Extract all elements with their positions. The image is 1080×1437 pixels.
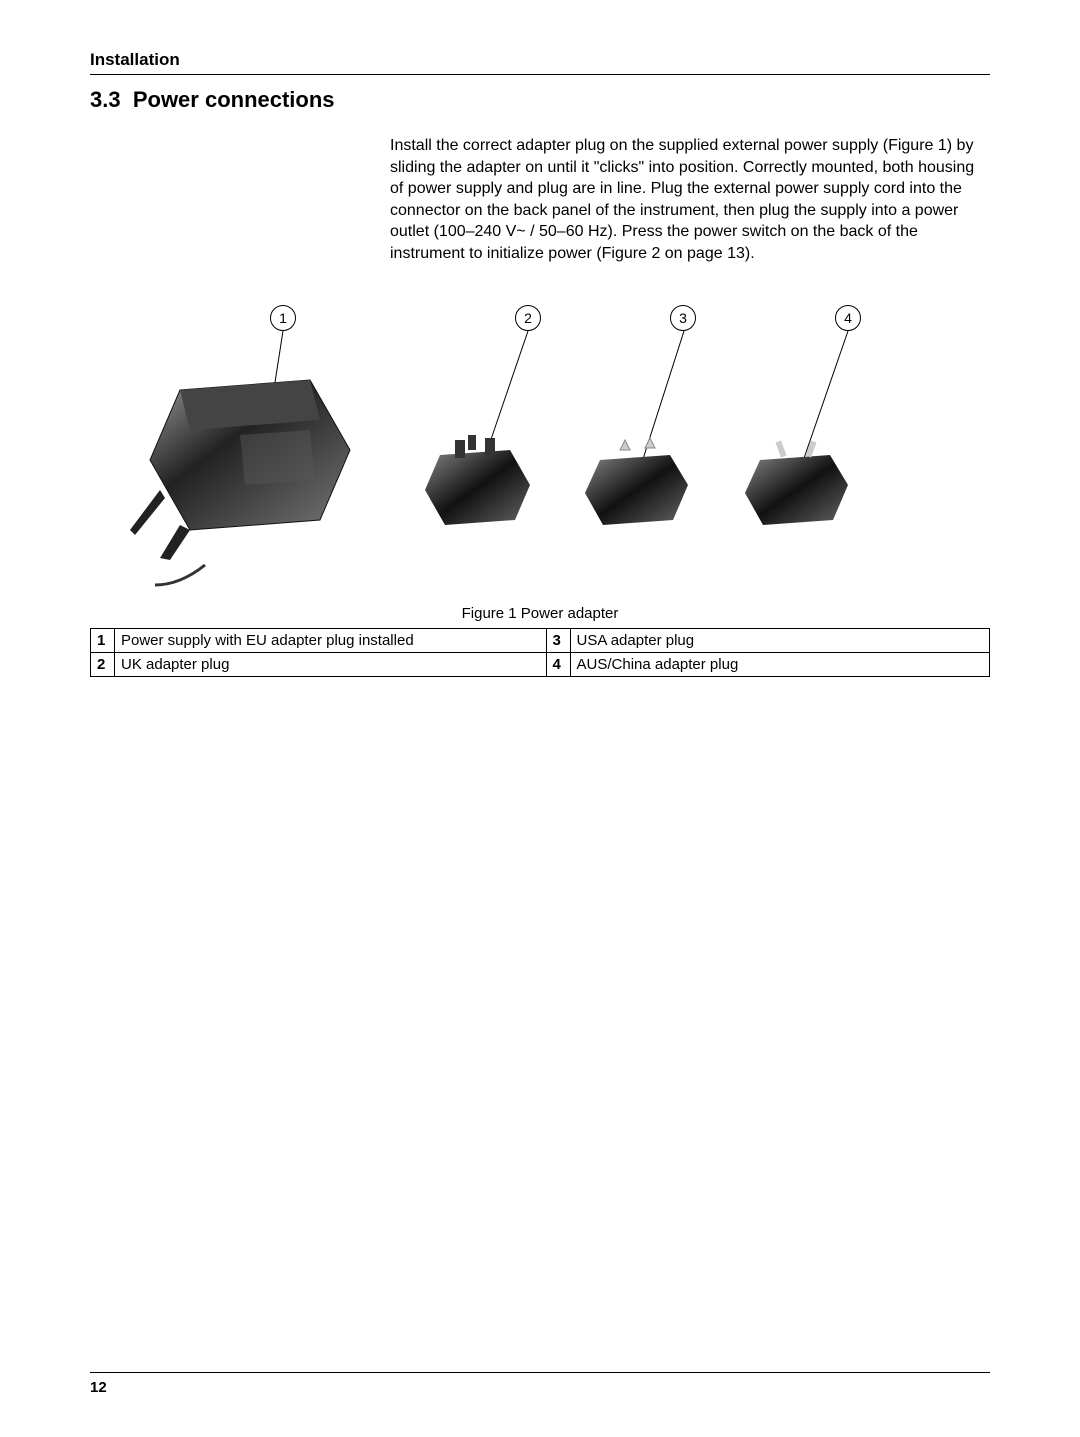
- legend-desc: Power supply with EU adapter plug instal…: [115, 628, 547, 652]
- legend-table: 1 Power supply with EU adapter plug inst…: [90, 628, 990, 677]
- legend-desc: AUS/China adapter plug: [570, 652, 989, 676]
- callout-1: 1: [270, 305, 296, 331]
- header-title: Installation: [90, 50, 990, 70]
- uk-plug-image: [410, 435, 540, 545]
- legend-desc: UK adapter plug: [115, 652, 547, 676]
- callout-4: 4: [835, 305, 861, 331]
- legend-num: 4: [546, 652, 570, 676]
- power-supply-image: [110, 360, 370, 590]
- callout-3: 3: [670, 305, 696, 331]
- figure-caption: Figure 1 Power adapter: [90, 605, 990, 622]
- legend-num: 1: [91, 628, 115, 652]
- legend-num: 3: [546, 628, 570, 652]
- section-number: 3.3: [90, 87, 121, 112]
- legend-num: 2: [91, 652, 115, 676]
- table-row: 2 UK adapter plug 4 AUS/China adapter pl…: [91, 652, 990, 676]
- figure-container: 1 2 3 4: [90, 305, 990, 595]
- table-row: 1 Power supply with EU adapter plug inst…: [91, 628, 990, 652]
- section-title: Power connections: [133, 87, 335, 112]
- page-header: Installation: [90, 50, 990, 75]
- body-paragraph: Install the correct adapter plug on the …: [390, 135, 990, 265]
- usa-plug-image: [570, 435, 700, 545]
- legend-desc: USA adapter plug: [570, 628, 989, 652]
- callout-line-2: [487, 331, 532, 451]
- callout-2: 2: [515, 305, 541, 331]
- section-heading: 3.3 Power connections: [90, 87, 990, 113]
- page-footer: 12: [90, 1372, 990, 1397]
- aus-plug-image: [730, 435, 860, 545]
- page-number: 12: [90, 1379, 107, 1396]
